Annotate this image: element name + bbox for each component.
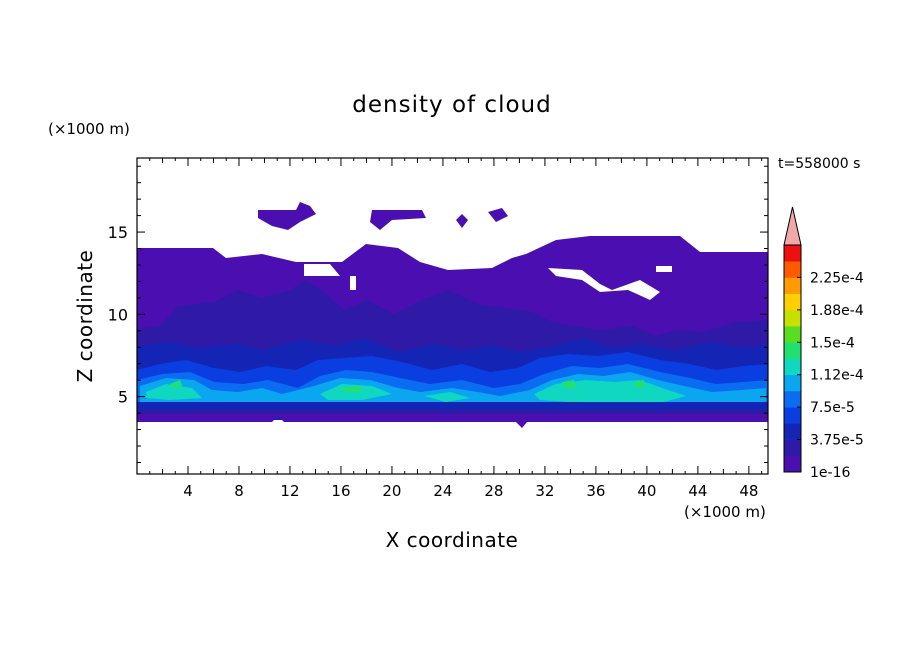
y-tick-label: 10 (108, 305, 128, 324)
x-tick-label: 48 (739, 482, 758, 500)
x-tick-label: 32 (535, 482, 554, 500)
x-tick-label: 16 (331, 482, 350, 500)
colorbar-swatch (784, 358, 801, 376)
plot-frame (136, 157, 769, 475)
cloud-core (634, 380, 644, 388)
x-tick-label: 8 (234, 482, 244, 500)
colorbar-swatch (784, 277, 801, 294)
colorbar-label: 1.12e-4 (810, 368, 864, 384)
cloud-gap (304, 264, 340, 276)
x-tick-label: 12 (280, 482, 299, 500)
x-tick-label: 4 (183, 482, 193, 500)
colorbar-swatch (784, 293, 801, 311)
upper-cloud-puff (370, 210, 426, 230)
colorbar-swatch (784, 261, 801, 278)
cloud-core (562, 380, 576, 388)
y-unit-label: (×1000 m) (48, 120, 130, 138)
cloud-gap (548, 268, 660, 300)
colorbar-swatch (784, 407, 801, 424)
cloud-core (342, 386, 362, 392)
y-tick-label: 5 (118, 388, 128, 407)
y-tick-label: 15 (108, 223, 128, 242)
x-tick-label: 24 (433, 482, 452, 500)
x-tick-label: 44 (688, 482, 707, 500)
x-tick-label: 28 (484, 482, 503, 500)
colorbar-swatch (784, 245, 801, 262)
colorbar-label: 3.75e-5 (810, 433, 864, 449)
x-unit-label: (×1000 m) (684, 503, 766, 521)
colorbar-swatch (784, 423, 801, 440)
cloud-base-layer (137, 414, 768, 428)
x-tick-label: 36 (586, 482, 605, 500)
chart-title: density of cloud (352, 92, 551, 118)
colorbar-label: 7.5e-5 (810, 400, 855, 416)
colorbar: 1e-16 3.75e-5 7.5e-5 1.12e-4 1.5e-4 1.88e-4 2.… (783, 206, 864, 481)
colorbar-swatch (784, 374, 801, 392)
upper-cloud-puff (456, 214, 468, 228)
colorbar-label: 2.25e-4 (810, 270, 864, 286)
x-axis-label: X coordinate (386, 528, 519, 552)
upper-cloud-puff (258, 202, 316, 230)
x-axis-ticks: 4 8 12 16 20 24 28 32 36 40 44 48 (183, 482, 758, 500)
minor-ticks (137, 158, 768, 474)
colorbar-label: 1.88e-4 (810, 303, 864, 319)
x-tick-label: 20 (382, 482, 401, 500)
colorbar-label: 1e-16 (810, 465, 850, 481)
cloud-core (170, 380, 182, 388)
colorbar-swatch (784, 342, 801, 359)
colorbar-overflow-arrow (783, 206, 802, 246)
colorbar-frame (783, 244, 802, 473)
colorbar-swatch (784, 326, 801, 343)
colorbar-swatch (784, 309, 801, 327)
x-tick-label: 40 (637, 482, 656, 500)
y-axis-label: Z coordinate (73, 250, 97, 383)
upper-cloud-puff (488, 208, 508, 222)
cloud-gap (656, 266, 672, 272)
cloud-level-7 (146, 380, 686, 402)
colorbar-swatch (784, 439, 801, 457)
time-label: t=558000 s (778, 156, 860, 172)
colorbar-swatch (784, 390, 801, 408)
density-field (137, 202, 768, 428)
colorbar-swatch (784, 455, 801, 473)
colorbar-label: 1.5e-4 (810, 335, 855, 351)
cloud-level-3-lower (137, 402, 768, 412)
cloud-gap (350, 276, 356, 290)
y-axis-ticks: 5 10 15 (108, 223, 128, 407)
